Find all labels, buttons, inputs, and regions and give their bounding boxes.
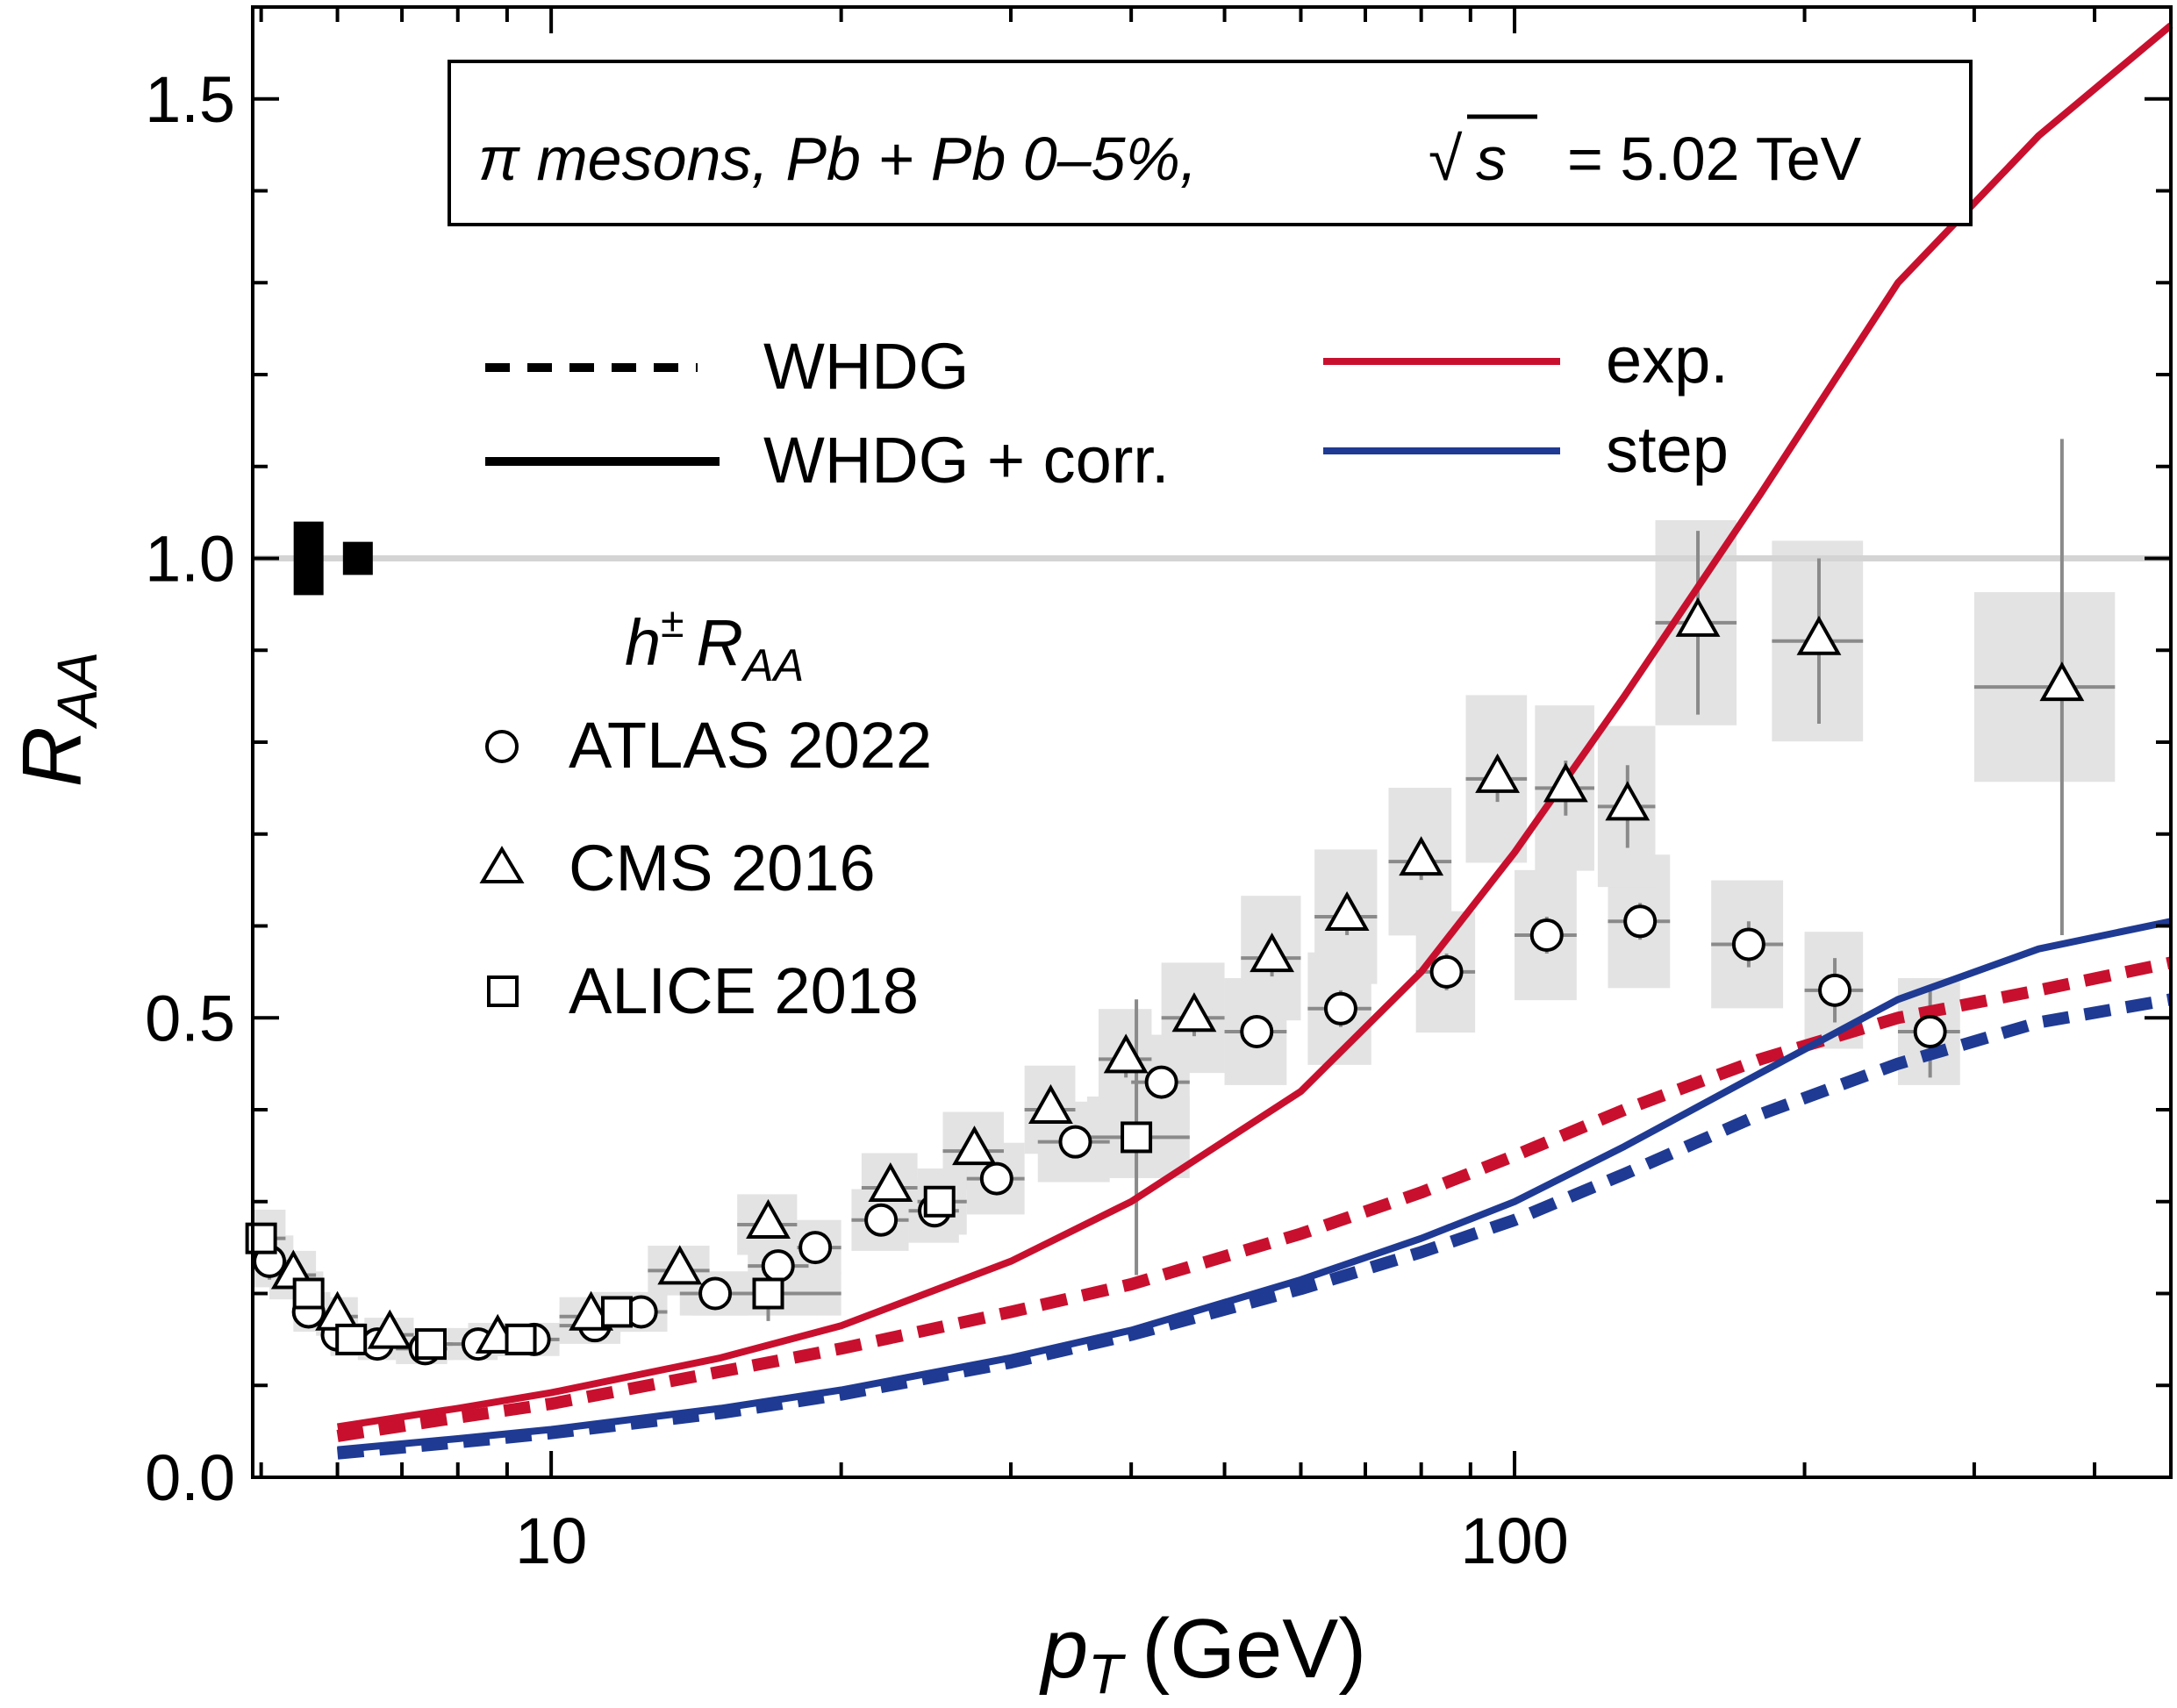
annotation-sqrt-arg: s [1476,125,1507,193]
legend-alice-label: ALICE 2018 [569,954,919,1027]
cms-point [1543,762,1588,803]
legend-whdg-label: WHDG [763,330,969,403]
atlas-point [698,1276,733,1311]
legend-circle-marker [485,730,519,763]
atlas-point [864,1203,899,1237]
y-axis-title-sub: AA [46,652,109,730]
legend-data-title-h: h [625,606,661,679]
atlas-point [1913,1014,1947,1048]
legend-data-title-sup: ± [661,600,684,647]
cms-point [1399,836,1444,876]
cms-point [1475,753,1521,793]
cms-point [868,1161,913,1203]
model-curve-dashed-1 [336,956,2173,1442]
alice-point [414,1328,447,1361]
y-tick-label: 0.0 [145,1441,235,1514]
y-tick-label: 1.5 [145,63,235,136]
y-axis-title: RAA [5,652,109,788]
legend-line-styles: WHDG WHDG + corr. [485,330,1170,497]
annotation-prefix: π mesons, Pb + Pb 0–5%, [478,125,1197,193]
x-tick-label: 100 [1460,1504,1568,1577]
model-curve-solid-0 [336,22,2173,1431]
cms-point [367,1309,412,1349]
atlas-point [1058,1125,1092,1159]
annotation-text: π mesons, Pb + Pb 0–5%, [478,125,1197,193]
legend-whdg-corr-label: WHDG + corr. [763,424,1170,497]
legend-step-label: step [1606,413,1729,486]
alice-point [292,1277,325,1310]
atlas-point [1818,973,1852,1007]
atlas-point [979,1161,1013,1196]
annotation-sqrt-symbol: √ [1429,125,1463,193]
annotation-frame [448,60,1973,226]
cms-point [952,1126,997,1166]
atlas-point [1429,954,1464,989]
legend-cms-label: CMS 2016 [569,832,876,904]
legend-data-title-sub: AA [741,640,804,691]
y-axis-title-main: R [5,726,99,787]
cms-point [1796,615,1842,655]
normalization-box [293,521,324,596]
x-axis-title: pT (GeV) [1039,1602,1367,1704]
legend-data: h± RAA ATLAS 2022 CMS 2016 ALICE 2018 [479,600,932,1027]
alice-point [335,1323,368,1355]
alice-point [923,1185,956,1218]
model-curves [336,22,2173,1460]
atlas-point [1144,1065,1178,1099]
atlas-point [1623,904,1658,939]
cms-point [1028,1083,1073,1124]
atlas-point [761,1249,795,1283]
y-tick-label: 1.0 [145,523,235,596]
cms-point [569,1290,614,1331]
legend-data-title-r: R [697,606,743,679]
annotation-suffix: = 5.02 TeV [1567,125,1862,193]
legend-triangle-marker [479,846,525,883]
axis-ticks [253,5,2171,1479]
x-axis-title-sub: T [1088,1642,1126,1704]
legend-square-marker [487,975,519,1007]
cms-point [657,1245,703,1285]
atlas-point [798,1231,833,1265]
y-tick-label: 0.5 [145,982,235,1054]
legend-atlas-label: ATLAS 2022 [569,709,932,782]
x-tick-label: 10 [515,1504,587,1577]
alice-point [752,1277,784,1310]
atlas-point [1323,991,1357,1026]
cms-point [1103,1033,1149,1074]
cms-point [746,1198,791,1239]
cms-point [1250,933,1295,973]
normalization-boxes [293,521,373,596]
cms-point [1675,597,1721,637]
alice-point [1121,1121,1153,1154]
alice-point [505,1323,537,1355]
y-tick-labels: 0.0 0.5 1.0 1.5 [145,63,235,1514]
data-markers [245,597,2085,1366]
alice-point [601,1296,634,1328]
model-curve-dashed-3 [336,993,2173,1460]
atlas-point [1529,918,1564,952]
cms-point [1324,890,1370,932]
legend-data-title: h± RAA [625,600,804,691]
atlas-point [1731,927,1765,961]
x-axis-title-main: p [1039,1602,1088,1696]
cms-point [2039,661,2085,702]
atlas-point [1240,1014,1274,1048]
normalization-box [342,541,373,575]
legend-colors: exp. step [1323,324,1729,486]
x-tick-labels: 10 100 [515,1504,1569,1577]
cms-point [1171,992,1217,1033]
annotation-box: π mesons, Pb + Pb 0–5%, √ s = 5.02 TeV [448,60,1973,226]
x-axis-title-unit: (GeV) [1142,1602,1366,1696]
cms-point [1605,781,1651,821]
legend-exp-label: exp. [1606,324,1729,397]
